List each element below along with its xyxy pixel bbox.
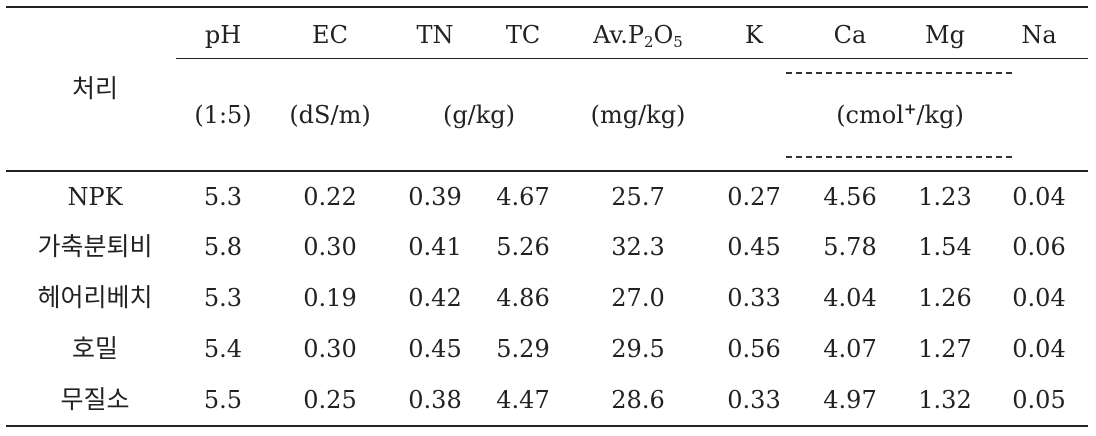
table-cell: 0.41 — [408, 233, 462, 261]
table-cell: 0.38 — [408, 386, 462, 414]
table-cell: 0.04 — [1012, 183, 1066, 211]
row-label: 호밀 — [71, 334, 118, 363]
table-cell: 0.27 — [727, 183, 781, 211]
table-cell: 1.23 — [918, 183, 972, 211]
col-header-tc: TC — [505, 21, 541, 49]
table-cell: 0.45 — [727, 233, 781, 261]
unit-av-p2o5: (mg/kg) — [590, 101, 686, 129]
col-header-ec: EC — [312, 21, 348, 49]
table-cell: 0.04 — [1012, 335, 1066, 363]
cation-dash-bottom — [786, 156, 1012, 158]
table-cell: 27.0 — [611, 284, 665, 312]
header-bottom-rule — [6, 170, 1088, 172]
table-cell: 5.29 — [496, 335, 550, 363]
table-cell: 1.32 — [918, 386, 972, 414]
table-cell: 0.39 — [408, 183, 462, 211]
table-cell: 32.3 — [611, 233, 665, 261]
table-cell: 25.7 — [611, 183, 665, 211]
table-cell: 0.06 — [1012, 233, 1066, 261]
col-header-av-p2o5: Av.P2O5 — [593, 21, 683, 51]
table-cell: 28.6 — [611, 386, 665, 414]
bottom-rule — [6, 425, 1088, 427]
table-cell: 0.19 — [303, 284, 357, 312]
row-label: 무질소 — [60, 385, 130, 414]
table-cell: 0.30 — [303, 233, 357, 261]
unit-ec: (dS/m) — [289, 101, 371, 129]
header-mid-rule — [176, 58, 1088, 59]
table-cell: 5.26 — [496, 233, 550, 261]
table-cell: 0.56 — [727, 335, 781, 363]
table-cell: 0.25 — [303, 386, 357, 414]
table-cell: 5.5 — [203, 386, 243, 414]
unit-cations: (cmol+/kg) — [836, 100, 964, 129]
unit-ph: (1:5) — [194, 101, 252, 129]
top-rule — [6, 6, 1088, 8]
table-cell: 4.04 — [823, 284, 877, 312]
row-label: NPK — [67, 183, 123, 211]
table-cell: 4.97 — [823, 386, 877, 414]
table-cell: 4.86 — [496, 284, 550, 312]
table-cell: 4.47 — [496, 386, 550, 414]
table-cell: 4.67 — [496, 183, 550, 211]
table-cell: 0.04 — [1012, 284, 1066, 312]
col-header-ph: pH — [204, 21, 242, 49]
table-cell: 0.33 — [727, 386, 781, 414]
col-header-ca: Ca — [833, 21, 867, 49]
table-cell: 1.26 — [918, 284, 972, 312]
table-cell: 0.22 — [303, 183, 357, 211]
table-cell: 5.3 — [203, 284, 243, 312]
table-cell: 29.5 — [611, 335, 665, 363]
table-cell: 1.54 — [918, 233, 972, 261]
col-header-k: K — [745, 21, 763, 49]
table-cell: 0.42 — [408, 284, 462, 312]
table-cell: 5.8 — [203, 233, 243, 261]
unit-tn-tc: (g/kg) — [442, 101, 516, 129]
table-cell: 0.05 — [1012, 386, 1066, 414]
col-header-na: Na — [1021, 21, 1057, 49]
table-cell: 0.30 — [303, 335, 357, 363]
table-cell: 0.45 — [408, 335, 462, 363]
table-cell: 5.4 — [203, 335, 243, 363]
table-cell: 0.33 — [727, 284, 781, 312]
table-cell: 4.07 — [823, 335, 877, 363]
cation-dash-top — [786, 72, 1012, 74]
col-header-mg: Mg — [925, 21, 965, 49]
row-label: 가축분퇴비 — [37, 232, 153, 261]
col-header-tn: TN — [416, 21, 454, 49]
row-label: 헤어리베치 — [37, 283, 153, 312]
table-cell: 5.3 — [203, 183, 243, 211]
table-cell: 1.27 — [918, 335, 972, 363]
table-cell: 4.56 — [823, 183, 877, 211]
table-cell: 5.78 — [823, 233, 877, 261]
row-header-label: 처리 — [71, 74, 118, 103]
